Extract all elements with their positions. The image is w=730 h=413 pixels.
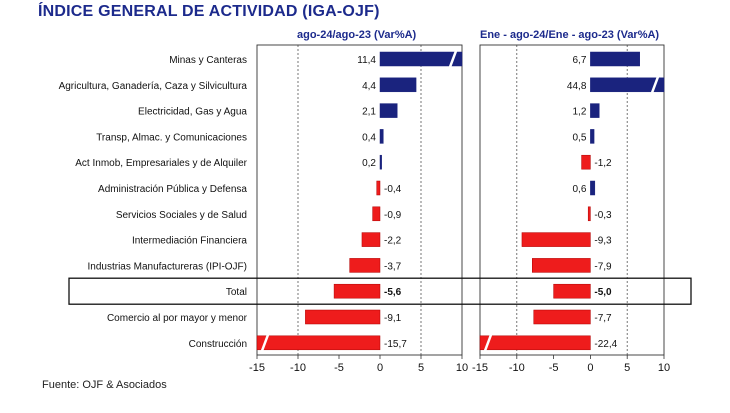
bar-panel-1-administracion-publica-y-defensa [376, 180, 381, 196]
value-labels: 11,4 4,4 2,1 0,4 0,2 -0,4 -0,9 -2,2 -3,7 -5,6 -9,1… [357, 55, 617, 350]
value-label-panel-2-comercio-al-por-mayor-y-menor: -7,7 [594, 313, 612, 324]
chart-title: ÍNDICE GENERAL DE ACTIVIDAD (IGA-OJF) [38, 3, 380, 20]
tick-label-panel-2: 5 [624, 362, 630, 374]
bar-panel-1-comercio-al-por-mayor-y-menor [305, 309, 381, 325]
category-label-act-inmob-empresariales-y-de-alquiler: Act Inmob, Empresariales y de Alquiler [75, 158, 247, 169]
bar-panel-2-agricultura-ganaderia-caza-y-silvicultura [590, 77, 665, 93]
value-label-panel-2-administracion-publica-y-defensa: 0,6 [572, 184, 586, 195]
bar-panel-1-act-inmob-empresariales-y-de-alquiler [379, 154, 382, 170]
bar-panel-2-electricidad-gas-y-agua [590, 103, 600, 118]
axis-break-marker [483, 334, 493, 352]
value-label-panel-1-electricidad-gas-y-agua: 2,1 [362, 107, 376, 118]
category-label-agricultura-ganaderia-caza-y-silvicultura: Agricultura, Ganadería, Caza y Silvicult… [59, 81, 248, 92]
bar-panel-1-servicios-sociales-y-de-salud [372, 206, 381, 222]
bar-panel-1-industrias-manufactureras-ipi-ojf [349, 258, 381, 273]
value-label-panel-1-total: -5,6 [384, 287, 402, 298]
panel-headers: ago-24/ago-23 (Var%A) Ene - ago-24/Ene - … [297, 29, 659, 41]
value-label-panel-1-construccion: -15,7 [384, 339, 407, 350]
value-label-panel-2-construccion: -22,4 [594, 339, 617, 350]
bar-panel-2-construccion [479, 335, 591, 351]
category-label-electricidad-gas-y-agua: Electricidad, Gas y Agua [138, 107, 247, 118]
category-label-administracion-publica-y-defensa: Administración Pública y Defensa [98, 184, 247, 195]
value-label-panel-2-electricidad-gas-y-agua: 1,2 [572, 107, 586, 118]
bar-panel-2-administracion-publica-y-defensa [590, 180, 596, 196]
panel-header-1: ago-24/ago-23 (Var%A) [297, 29, 417, 41]
tick-label-panel-2: 10 [658, 362, 670, 374]
axis-ticks: -15 -10 -5 0 5 10 -15 -10 -5 0 5 10 [249, 355, 670, 374]
tick-label-panel-1: -10 [290, 362, 306, 374]
category-label-construccion: Construcción [189, 339, 247, 350]
tick-label-panel-1: -5 [334, 362, 344, 374]
plot-frame-panel-2 [479, 44, 665, 356]
tick-label-panel-1: 0 [377, 362, 383, 374]
category-labels: Minas y Canteras Agricultura, Ganadería, … [59, 55, 248, 350]
category-label-total: Total [226, 287, 247, 298]
bar-panel-2-industrias-manufactureras-ipi-ojf [532, 258, 591, 273]
value-label-panel-1-industrias-manufactureras-ipi-ojf: -3,7 [384, 261, 402, 272]
tick-label-panel-1: -15 [249, 362, 265, 374]
value-label-panel-2-servicios-sociales-y-de-salud: -0,3 [594, 210, 612, 221]
value-label-panel-2-transp-almac-y-comunicaciones: 0,5 [572, 132, 586, 143]
value-label-panel-1-servicios-sociales-y-de-salud: -0,9 [384, 210, 402, 221]
value-label-panel-1-administracion-publica-y-defensa: -0,4 [384, 184, 402, 195]
category-label-industrias-manufactureras-ipi-ojf: Industrias Manufactureras (IPI-OJF) [88, 261, 248, 272]
category-label-transp-almac-y-comunicaciones: Transp, Almac. y Comunicaciones [96, 132, 247, 143]
value-label-panel-1-comercio-al-por-mayor-y-menor: -9,1 [384, 313, 402, 324]
bar-panel-1-transp-almac-y-comunicaciones [379, 129, 384, 144]
bar-panel-1-intermediacion-financiera [361, 232, 381, 247]
bar-panel-2-servicios-sociales-y-de-salud [587, 206, 591, 222]
bar-panel-1-agricultura-ganaderia-caza-y-silvicultura [379, 77, 417, 93]
value-label-panel-2-minas-y-canteras: 6,7 [572, 55, 586, 66]
category-label-minas-y-canteras: Minas y Canteras [169, 55, 247, 66]
tick-label-panel-2: -15 [472, 362, 488, 374]
total-highlight-box [68, 277, 692, 305]
value-label-panel-2-industrias-manufactureras-ipi-ojf: -7,9 [594, 261, 612, 272]
bar-panel-1-minas-y-canteras [379, 51, 463, 67]
value-label-panel-1-minas-y-canteras: 11,4 [357, 55, 376, 66]
value-label-panel-1-act-inmob-empresariales-y-de-alquiler: 0,2 [362, 158, 376, 169]
bar-panel-2-intermediacion-financiera [521, 232, 591, 247]
axis-break-marker [260, 334, 270, 352]
category-label-intermediacion-financiera: Intermediación Financiera [132, 236, 247, 247]
bar-panel-1-construccion [256, 335, 381, 351]
tick-label-panel-1: 10 [456, 362, 468, 374]
tick-label-panel-2: -5 [549, 362, 559, 374]
tick-label-panel-2: -10 [509, 362, 525, 374]
bar-panel-2-comercio-al-por-mayor-y-menor [533, 309, 591, 325]
bar-panel-2-act-inmob-empresariales-y-de-alquiler [581, 154, 591, 170]
category-label-comercio-al-por-mayor-y-menor: Comercio al por mayor y menor [107, 313, 248, 324]
bar-panel-2-minas-y-canteras [590, 51, 640, 67]
bars [256, 50, 665, 352]
category-label-servicios-sociales-y-de-salud: Servicios Sociales y de Salud [116, 210, 247, 221]
plot-frame-panel-1 [256, 44, 463, 356]
axis-break-marker [448, 50, 458, 68]
value-label-panel-1-transp-almac-y-comunicaciones: 0,4 [362, 132, 376, 143]
tick-label-panel-1: 5 [418, 362, 424, 374]
value-label-panel-1-agricultura-ganaderia-caza-y-silvicultura: 4,4 [362, 81, 376, 92]
bar-panel-1-total [333, 283, 381, 299]
bar-panel-2-total [553, 283, 591, 299]
value-label-panel-2-agricultura-ganaderia-caza-y-silvicultura: 44,8 [567, 81, 587, 92]
value-label-panel-2-act-inmob-empresariales-y-de-alquiler: -1,2 [594, 158, 612, 169]
panel-header-2: Ene - ago-24/Ene - ago-23 (Var%A) [480, 29, 659, 41]
bar-panel-2-transp-almac-y-comunicaciones [590, 129, 595, 144]
source-note: Fuente: OJF & Asociados [42, 379, 167, 391]
bar-panel-1-electricidad-gas-y-agua [379, 103, 398, 118]
value-label-panel-1-intermediacion-financiera: -2,2 [384, 236, 402, 247]
plot-panels [256, 44, 665, 356]
value-label-panel-2-intermediacion-financiera: -9,3 [594, 236, 612, 247]
total-highlight [68, 277, 692, 305]
tick-label-panel-2: 0 [587, 362, 593, 374]
axis-break-marker [650, 76, 660, 94]
value-label-panel-2-total: -5,0 [594, 287, 612, 298]
